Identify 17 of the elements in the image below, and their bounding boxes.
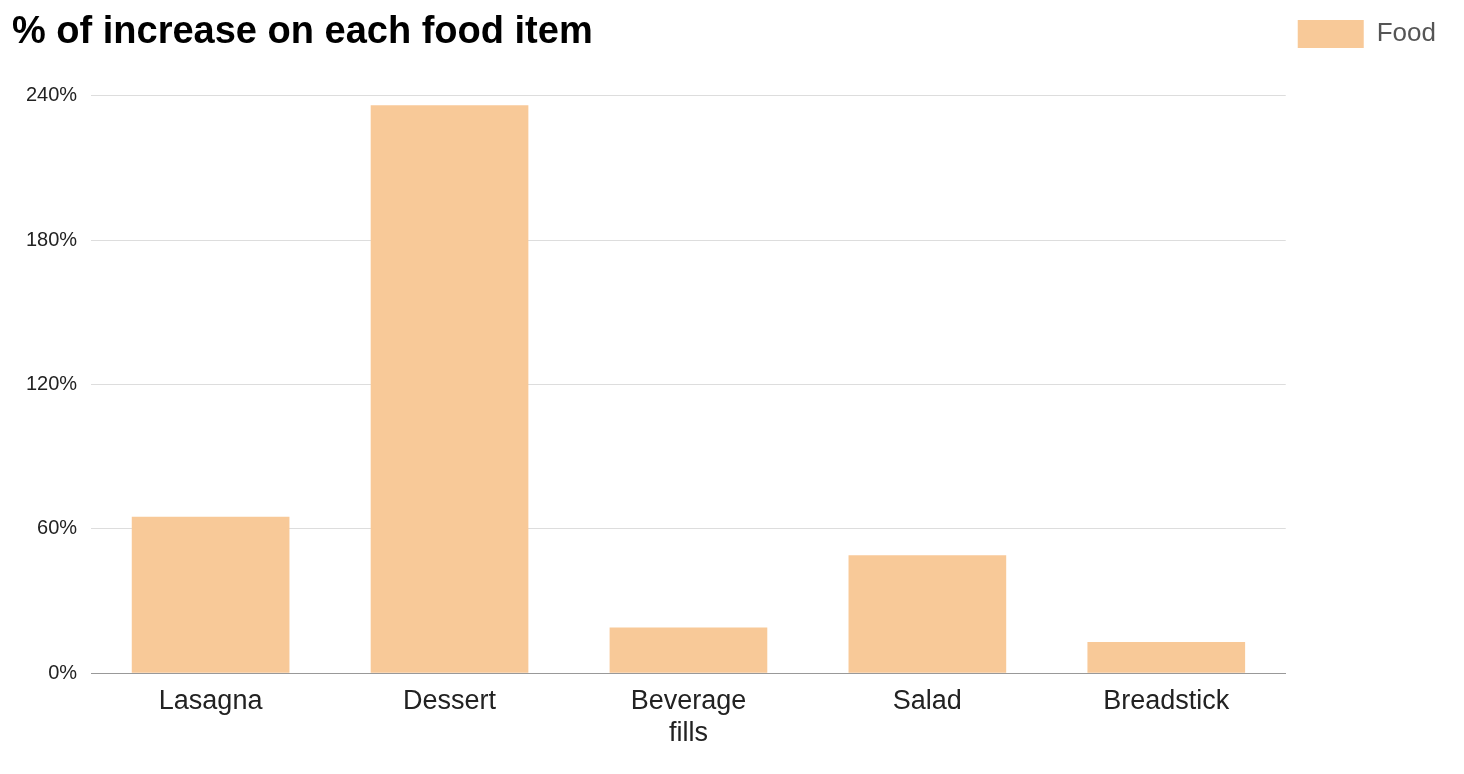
y-tick-label: 0% [48,660,78,683]
bar [609,627,768,673]
x-tick-label: Beverage fills [630,684,747,748]
bar [1087,641,1246,673]
y-tick-label: 240% [26,83,78,106]
bar [848,555,1007,673]
y-tick-label: 60% [37,516,78,539]
x-tick-label: Lasagna [158,684,264,715]
y-tick-label: 180% [26,227,78,250]
chart-title: % of increase on each food item [12,9,593,52]
x-tick-label: Dessert [403,684,497,715]
bar [370,105,529,673]
bar [131,516,290,673]
x-tick-label: Breadstick [1103,684,1230,715]
y-tick-label: 120% [26,371,78,394]
x-tick-label: Salad [892,684,962,715]
legend-label: Food [1376,17,1436,48]
